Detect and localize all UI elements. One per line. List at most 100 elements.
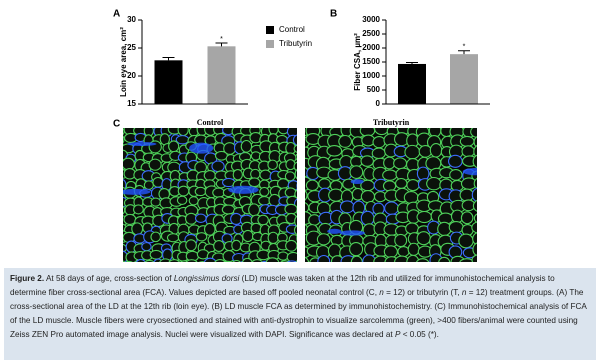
muscle-fiber (248, 203, 261, 217)
muscle-fiber (403, 190, 419, 204)
muscle-fiber (286, 251, 297, 262)
muscle-fiber (404, 144, 421, 160)
muscle-fiber (296, 182, 297, 189)
caption-text: < 0.05 (*). (400, 330, 439, 339)
muscle-fiber (168, 140, 180, 153)
y-tick-label: 30 (127, 15, 136, 24)
muscle-fiber (371, 147, 386, 160)
muscle-fiber (294, 215, 297, 227)
muscle-fiber (372, 136, 386, 149)
muscle-fiber (470, 128, 477, 138)
muscle-fiber (294, 168, 297, 180)
muscle-fiber (185, 259, 198, 262)
muscle-fiber (416, 166, 430, 181)
significance-label: * (220, 36, 223, 43)
muscle-fiber (125, 260, 133, 262)
bar (398, 63, 426, 104)
muscle-fiber (349, 242, 364, 257)
muscle-fiber (458, 233, 474, 249)
muscle-fiber (296, 235, 297, 242)
muscle-fiber (428, 128, 442, 138)
muscle-fiber (292, 134, 297, 146)
muscle-fiber (259, 169, 272, 181)
muscle-fiber (472, 199, 477, 212)
muscle-fiber (251, 259, 264, 262)
y-tick-label: 500 (367, 85, 381, 94)
muscle-fiber (248, 177, 261, 188)
muscle-fiber (416, 231, 431, 246)
significance-label: * (463, 44, 466, 51)
muscle-fiber (188, 196, 199, 206)
muscle-fiber (258, 196, 271, 206)
muscle-fiber (232, 168, 243, 181)
muscle-fiber (394, 233, 408, 248)
muscle-fiber (438, 256, 451, 262)
y-tick-label: 15 (127, 99, 136, 108)
muscle-fiber (284, 171, 296, 182)
legend-label: Control (279, 25, 305, 34)
caption-text: P (394, 330, 401, 339)
muscle-fiber (131, 222, 144, 236)
y-axis-label: Loin eye area, cm² (119, 27, 128, 97)
muscle-fiber (473, 136, 477, 149)
muscle-fiber (339, 200, 355, 214)
muscle-fiber (316, 233, 331, 246)
muscle-fiber (159, 258, 172, 262)
muscle-fiber (426, 176, 442, 191)
muscle-fiber (393, 157, 408, 170)
nuclei-patch (127, 142, 157, 147)
error-bar (215, 42, 228, 47)
muscle-fiber (123, 213, 137, 225)
muscle-fiber (265, 257, 280, 262)
muscle-fiber (123, 157, 135, 171)
muscle-fiber (472, 154, 477, 169)
muscle-fiber (473, 213, 477, 224)
nuclei-patch (228, 185, 259, 194)
error-bar (406, 62, 418, 64)
legend-swatch (266, 40, 274, 48)
muscle-fiber (296, 208, 297, 215)
muscle-fiber (328, 188, 344, 202)
muscle-fiber (231, 239, 242, 252)
caption-text: Longissimus dorsi (173, 274, 240, 283)
muscle-fiber (135, 258, 146, 262)
muscle-fiber (268, 128, 279, 136)
figure: C Control Tributyrin A Loin eye area, cm²… (113, 9, 490, 262)
muscle-fiber (305, 190, 308, 201)
muscle-fiber (448, 220, 464, 234)
error-bar (162, 57, 175, 61)
caption-text: = 12) treatment groups. (A) The cross-se… (10, 288, 589, 339)
muscle-fiber (285, 159, 296, 171)
nuclei-patch (327, 228, 342, 234)
muscle-fiber (214, 259, 226, 262)
muscle-fiber (471, 254, 477, 262)
muscle-fiber (460, 211, 474, 225)
caption-text: (LD) muscle was taken at the 12th rib an… (10, 274, 558, 297)
muscle-fiber (473, 177, 477, 189)
nuclei-patch (350, 179, 364, 185)
muscle-fiber (195, 232, 208, 242)
muscle-fiber (382, 169, 398, 181)
muscle-fiber (317, 254, 331, 262)
caption-text: At 58 days of age, cross-section of (44, 274, 174, 283)
muscle-fiber (397, 246, 410, 258)
image-label: Control (197, 118, 224, 127)
muscle-fiber (295, 153, 297, 161)
muscle-fiber (240, 139, 253, 153)
muscle-fiber (286, 260, 297, 262)
muscle-fiber (459, 258, 475, 262)
bar (450, 54, 478, 104)
muscle-fiber (394, 255, 410, 262)
muscle-fiber (416, 258, 430, 262)
nuclei-patch (462, 167, 477, 176)
muscle-fiber (223, 260, 232, 262)
muscle-fiber (350, 255, 363, 262)
muscle-fiber (473, 144, 477, 159)
nuclei-patch (189, 142, 214, 154)
muscle-fiber (308, 214, 321, 226)
muscle-fiber (141, 242, 152, 252)
muscle-fiber (293, 144, 297, 153)
muscle-fiber (123, 143, 125, 150)
y-tick-label: 0 (376, 99, 381, 108)
